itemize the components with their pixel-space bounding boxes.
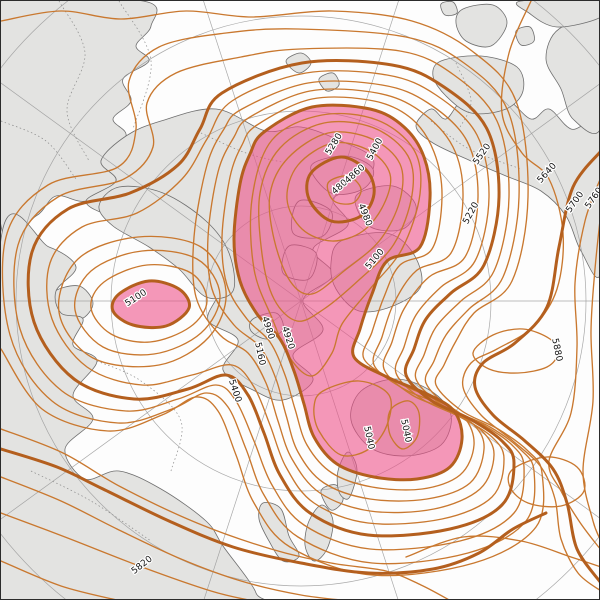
contour-4860 bbox=[286, 141, 392, 242]
contour-5760 bbox=[548, 180, 599, 549]
contour-5160 bbox=[221, 96, 475, 491]
contour-5880 bbox=[1, 560, 116, 599]
contour-5100-major bbox=[110, 279, 191, 330]
contour-5040 bbox=[313, 380, 392, 457]
landmass-island-c bbox=[515, 26, 535, 46]
contour-5640 bbox=[461, 1, 599, 591]
contour-4980 bbox=[258, 120, 415, 322]
admin-border-6 bbox=[96, 360, 183, 472]
landmass-island-a bbox=[455, 3, 508, 48]
major-contours-layer bbox=[1, 59, 599, 583]
landmass-north-america-main bbox=[415, 98, 599, 279]
contour-5820 bbox=[582, 223, 599, 539]
admin-border-2 bbox=[1, 120, 77, 180]
landmass-arctic-coast-strip bbox=[515, 1, 599, 28]
contour-5640 bbox=[1, 428, 449, 599]
contour-5820 bbox=[1, 512, 247, 599]
contour-5700-major bbox=[1, 447, 548, 575]
europe-low-shade bbox=[112, 280, 190, 328]
contour-5280 bbox=[192, 80, 495, 514]
landmass-quebec-labrador bbox=[545, 14, 599, 134]
contour-4800-major bbox=[305, 155, 376, 224]
admin-border-1 bbox=[118, 1, 152, 130]
contour-4740 bbox=[326, 175, 362, 205]
contour-4920 bbox=[268, 131, 404, 295]
landmass-europe-asia-south bbox=[1, 213, 265, 599]
contour-5040 bbox=[387, 400, 421, 450]
contour-5280 bbox=[57, 235, 227, 368]
contour-5040 bbox=[249, 112, 422, 377]
admin-border-0 bbox=[58, 1, 90, 162]
contour-5880 bbox=[472, 328, 559, 374]
contour-5580 bbox=[1, 10, 545, 577]
landmass-hokkaido bbox=[320, 484, 344, 511]
contour-5340 bbox=[46, 70, 505, 525]
landmass-island-b bbox=[440, 1, 458, 17]
contour-5760 bbox=[1, 476, 338, 599]
contour-5520 bbox=[1, 28, 536, 565]
contour-5100-major bbox=[232, 103, 464, 482]
contour-5700-major bbox=[473, 151, 599, 583]
contour-5460 bbox=[13, 47, 525, 551]
contour-5220 bbox=[206, 88, 485, 502]
contour-5220 bbox=[73, 249, 221, 356]
contour-5400-major bbox=[26, 59, 516, 538]
admin-border-7 bbox=[455, 62, 472, 130]
contour-5160 bbox=[90, 263, 208, 343]
